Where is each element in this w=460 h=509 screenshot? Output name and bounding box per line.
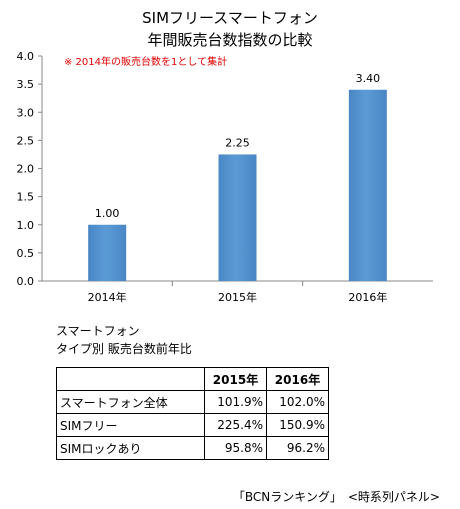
source-credit: 「BCNランキング」 <時系列パネル> [232,490,440,504]
row-value-2015: 95.8% [204,436,267,460]
yoy-table: 2015年 2016年 スマートフォン全体 101.9% 102.0% SIMフ… [56,367,329,460]
x-tick-label: 2015年 [218,290,257,304]
y-tick-label: 4.0 [17,50,35,63]
bar [218,154,257,281]
chart-subtitle: 年間販売台数指数の比較 [147,31,313,49]
table-row: SIMフリー 225.4% 150.9% [56,413,329,437]
row-value-2016: 96.2% [266,436,329,460]
row-value-2016: 150.9% [266,413,329,437]
chart-note: ※ 2014年の販売台数を1として集計 [64,57,228,68]
row-value-2015: 225.4% [204,413,267,437]
row-label: スマートフォン全体 [56,390,205,414]
bar-data-label: 3.40 [356,72,381,85]
bar [88,224,127,281]
y-tick-label: 1.5 [17,191,35,204]
table-row: SIMロックあり 95.8% 96.2% [56,436,329,460]
row-label: SIMフリー [56,413,205,437]
y-tick-label: 2.0 [17,163,35,176]
y-tick-label: 1.0 [17,219,35,232]
table-header-2015: 2015年 [204,367,267,391]
bar-data-label: 1.00 [95,207,120,220]
x-tick-label: 2014年 [88,290,127,304]
x-tick-label: 2016年 [348,290,387,304]
y-tick-label: 0.0 [17,275,35,288]
table-caption-line2: タイプ別 販売台数前年比 [56,342,192,356]
row-value-2016: 102.0% [266,390,329,414]
bar-data-label: 2.25 [225,136,250,149]
y-tick-label: 2.5 [17,134,35,147]
bar [348,89,387,281]
bar-chart: 0.0 0.5 1.0 1.5 2.0 2.5 3.0 3.5 4.0 1.00 2014年 2.25… [17,50,433,304]
row-value-2015: 101.9% [204,390,267,414]
table-row: スマートフォン全体 101.9% 102.0% [56,390,329,414]
y-tick-label: 0.5 [17,247,35,260]
y-tick-label: 3.5 [17,78,35,91]
y-tick-label: 3.0 [17,106,35,119]
table-header-2016: 2016年 [266,367,329,391]
table-header-row: 2015年 2016年 [56,367,329,391]
chart-title: SIMフリースマートフォン [142,9,318,27]
table-header-blank [56,367,205,391]
table-caption-line1: スマートフォン [56,324,140,338]
row-label: SIMロックあり [56,436,205,460]
